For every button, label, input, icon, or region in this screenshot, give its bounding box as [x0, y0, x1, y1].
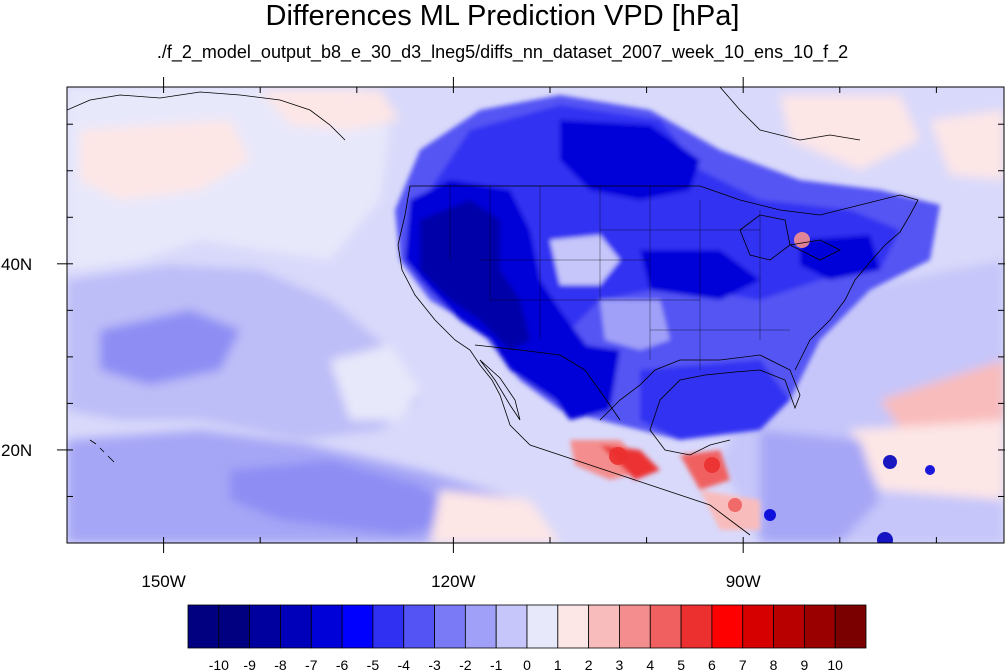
blob-pink-lakes — [794, 232, 810, 248]
map-frame — [66, 86, 1005, 544]
field-pacific-band — [67, 265, 420, 440]
colorbar-label: 2 — [585, 657, 593, 672]
field-pink-ne2 — [930, 110, 1004, 180]
colorbar-label: 4 — [646, 657, 654, 672]
hawaii-islands — [89, 439, 115, 463]
colorbar-swatch — [341, 604, 374, 649]
colorbar-swatch — [187, 604, 220, 649]
axis-labels: 150W 120W 90W 40N 20N — [1, 255, 761, 591]
alaska-coast — [67, 91, 346, 141]
field-east-coast — [800, 235, 880, 280]
map-subtitle: ./f_2_model_output_b8_e_30_d3_lneg5/diff… — [156, 42, 849, 62]
colorbar-label: -10 — [209, 657, 229, 672]
axis-ticks — [57, 77, 1005, 553]
difference-field-land — [395, 95, 940, 530]
colorbar-swatch — [526, 604, 559, 649]
field-pink-nw2 — [260, 90, 400, 130]
map-title: Differences ML Prediction VPD [hPa] — [265, 0, 740, 32]
field-caribbean — [760, 430, 880, 543]
colorbar-label: -5 — [367, 657, 380, 672]
blob-dark-3 — [877, 532, 893, 543]
colorbar-swatch — [680, 604, 713, 649]
colorbar-label: 6 — [708, 657, 716, 672]
lat-tick-label: 20N — [1, 441, 32, 460]
field-pink-nw1 — [80, 120, 250, 200]
colorbar-swatch — [310, 604, 343, 649]
blob-red-2 — [704, 457, 720, 473]
colorbar-label: 8 — [770, 657, 778, 672]
colorbar-swatch — [218, 604, 251, 649]
lat-tick-label: 40N — [1, 255, 32, 274]
lon-tick-label: 90W — [726, 572, 761, 591]
colorbar-swatch — [280, 604, 312, 649]
colorbar-swatch — [742, 604, 774, 649]
coastline-west — [397, 185, 751, 536]
colorbar-label: 7 — [739, 657, 747, 672]
colorbar-label: -9 — [243, 657, 256, 672]
field-pink-ne1 — [780, 95, 920, 170]
field-pink-sw — [430, 490, 560, 543]
colorbar-label: 10 — [827, 657, 843, 672]
colorbar-label: 1 — [554, 657, 562, 672]
colorbar-swatch — [464, 604, 497, 649]
coastline-gulf — [599, 354, 801, 456]
state-lines — [449, 186, 790, 370]
difference-field-broad — [67, 87, 1004, 543]
border-us-canada — [410, 185, 919, 216]
blob-dark-4 — [764, 509, 776, 521]
field-mexico-strong — [540, 340, 620, 420]
colorbar-swatch — [773, 604, 805, 649]
colorbar-label: 0 — [523, 657, 531, 672]
hudson-coast — [719, 87, 861, 141]
field-west-darkest — [420, 200, 530, 350]
state-borders — [449, 186, 790, 370]
difference-field-details — [609, 232, 935, 543]
colorbar-swatch — [619, 604, 651, 649]
colorbar-label: 9 — [800, 657, 808, 672]
blob-dark-1 — [883, 455, 897, 469]
colorbar-swatch — [803, 604, 836, 649]
colorbar-swatch — [403, 604, 435, 649]
field-pacific-dark2 — [230, 460, 470, 535]
colorbar-label: -8 — [274, 657, 287, 672]
colorbar-label: -7 — [305, 657, 318, 672]
field-pacific-dark1 — [100, 310, 240, 385]
field-mexico-pos4 — [700, 490, 760, 530]
field-atlantic-pink2 — [850, 420, 1004, 500]
blob-red-1 — [609, 447, 627, 465]
field-light-texas — [600, 300, 670, 350]
map-plot-area — [67, 87, 1004, 543]
colorbar-label: -2 — [459, 657, 472, 672]
colorbar-swatch — [649, 604, 682, 649]
colorbar-label: -1 — [490, 657, 503, 672]
colorbar-swatch — [557, 604, 590, 649]
colorbar-label: 5 — [677, 657, 685, 672]
colorbar-swatch — [249, 604, 281, 649]
blob-dark-2 — [925, 465, 935, 475]
coastline-baja — [479, 359, 521, 421]
blob-red-3 — [728, 498, 742, 512]
field-north-strong — [560, 120, 700, 200]
colorbar-label: 3 — [616, 657, 624, 672]
colorbar-swatch — [711, 604, 744, 649]
colorbar-label: -4 — [398, 657, 411, 672]
lon-tick-label: 150W — [141, 572, 185, 591]
lon-tick-label: 120W — [431, 572, 475, 591]
coastline-east — [794, 199, 919, 371]
colorbar-label: -3 — [428, 657, 441, 672]
field-light-mid — [330, 345, 420, 420]
colorbar-swatch — [588, 604, 620, 649]
colorbar-swatch — [434, 604, 466, 649]
field-gulf — [640, 360, 790, 440]
colorbar-label: -6 — [336, 657, 349, 672]
colorbar-swatch — [495, 604, 528, 649]
colorbar: -10 -9 -8 -7 -6 -5 -4 -3 -2 -1 0 1 2 3 4 5 6 7 8 9 10 — [187, 604, 867, 672]
colorbar-swatch — [372, 604, 405, 649]
border-us-mexico — [474, 344, 621, 421]
colorbar-swatch — [834, 604, 867, 649]
